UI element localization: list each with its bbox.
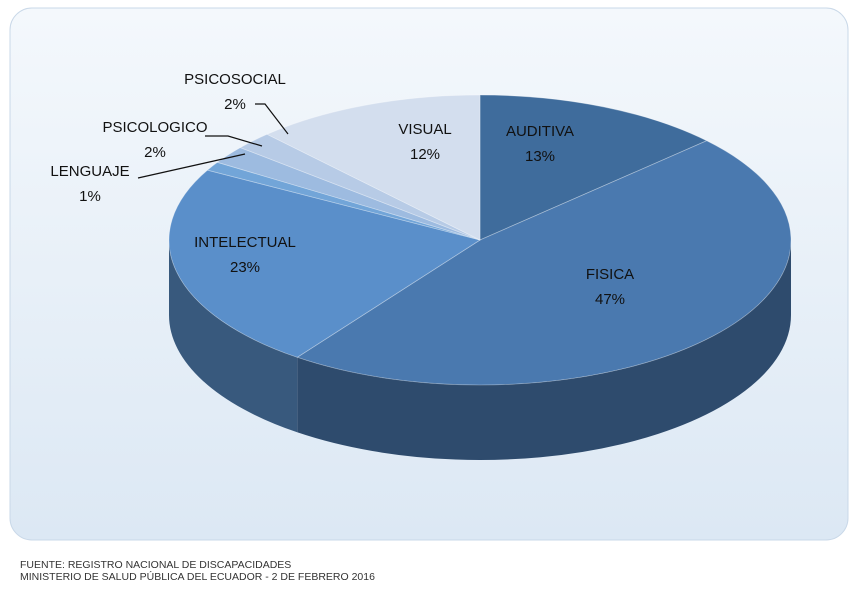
slice-label: PSICOSOCIAL <box>184 71 286 88</box>
slice-value: 13% <box>525 148 555 165</box>
pie-slice <box>239 133 481 241</box>
pie-side <box>169 240 298 433</box>
leader-line <box>255 103 289 135</box>
slice-label: LENGUAJE <box>50 163 129 180</box>
pie-slice <box>168 169 481 358</box>
leader-line <box>205 135 263 147</box>
pie-side <box>297 240 791 461</box>
pie-slice <box>296 140 792 386</box>
pie-slice <box>266 94 481 241</box>
slice-value: 2% <box>144 144 166 161</box>
leader-line <box>137 153 246 179</box>
slice-value: 23% <box>230 259 260 276</box>
slice-label: INTELECTUAL <box>194 234 296 251</box>
slice-label: PSICOLOGICO <box>102 119 207 136</box>
slice-value: 1% <box>79 188 101 205</box>
slice-label: AUDITIVA <box>506 123 574 140</box>
pie-slice <box>479 94 708 241</box>
slice-value: 47% <box>595 291 625 308</box>
slice-value: 12% <box>410 146 440 163</box>
source-line: MINISTERIO DE SALUD PÚBLICA DEL ECUADOR … <box>20 570 375 583</box>
pie-slice <box>216 147 481 241</box>
slice-label: VISUAL <box>398 121 451 138</box>
pie-slice <box>206 161 481 241</box>
slice-value: 2% <box>224 96 246 113</box>
slice-label: FISICA <box>586 266 634 283</box>
source-line: FUENTE: REGISTRO NACIONAL DE DISCAPACIDA… <box>20 559 291 571</box>
